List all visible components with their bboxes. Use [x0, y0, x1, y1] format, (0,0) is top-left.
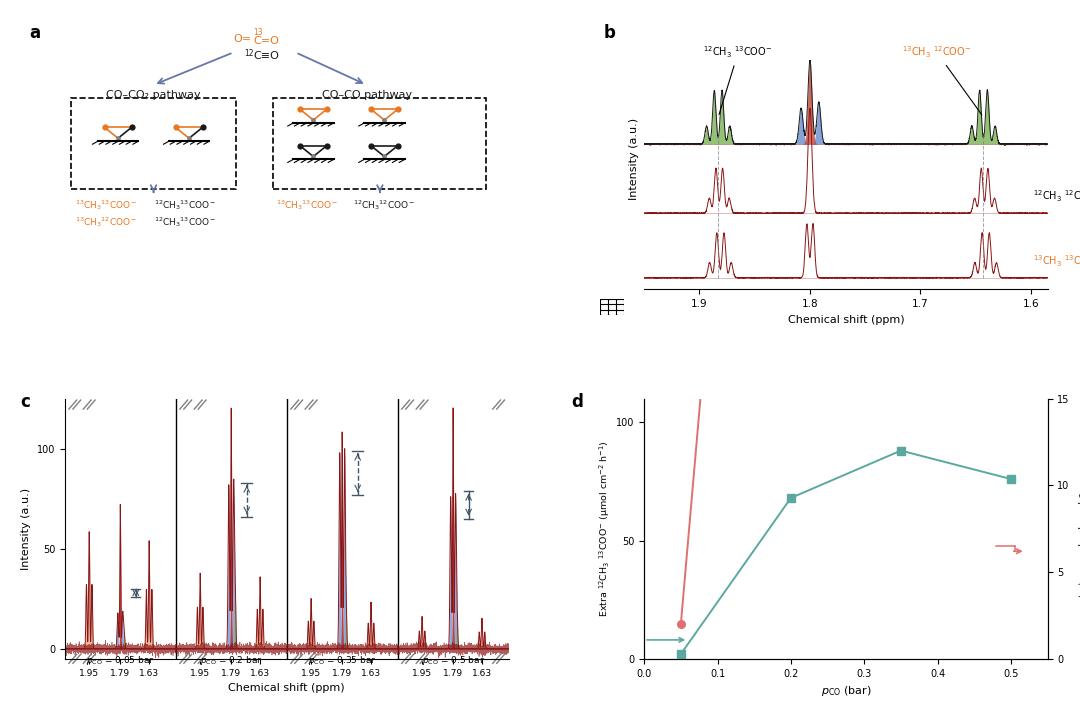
Text: C=O: C=O	[254, 35, 280, 46]
Y-axis label: Intensity (a.u.): Intensity (a.u.)	[22, 488, 31, 570]
Text: c: c	[21, 393, 30, 411]
Text: $p_{\rm CO}$ = 0.5 bar: $p_{\rm CO}$ = 0.5 bar	[421, 654, 485, 667]
Text: $^{13}$CH$_3$ $^{13}$COO$^{-}$: $^{13}$CH$_3$ $^{13}$COO$^{-}$	[1034, 253, 1080, 269]
Y-axis label: CO–CO$_2$ path proportion (%): CO–CO$_2$ path proportion (%)	[1076, 459, 1080, 598]
Text: 12: 12	[244, 49, 254, 58]
Text: 13: 13	[254, 28, 264, 38]
Text: $^{12}$CH$_3$ $^{13}$COO$^{-}$: $^{12}$CH$_3$ $^{13}$COO$^{-}$	[703, 45, 773, 114]
X-axis label: $p_{\rm CO}$ (bar): $p_{\rm CO}$ (bar)	[821, 684, 872, 698]
X-axis label: Chemical shift (ppm): Chemical shift (ppm)	[228, 683, 345, 693]
Text: $p_{\rm CO}$ = 0.35 bar: $p_{\rm CO}$ = 0.35 bar	[308, 654, 377, 667]
Text: $p_{\rm CO}$ = 0.05 bar: $p_{\rm CO}$ = 0.05 bar	[86, 654, 154, 667]
Text: C≡O: C≡O	[254, 51, 280, 62]
Text: $^{13}$CH$_3$$^{12}$COO$^-$: $^{13}$CH$_3$$^{12}$COO$^-$	[75, 215, 137, 229]
Text: $^{13}$CH$_3$$^{13}$COO$^-$: $^{13}$CH$_3$$^{13}$COO$^-$	[75, 198, 137, 212]
Text: $^{12}$CH$_3$$^{13}$COO$^-$: $^{12}$CH$_3$$^{13}$COO$^-$	[153, 198, 216, 212]
Text: O=: O=	[233, 34, 252, 44]
Text: CO–CO pathway: CO–CO pathway	[322, 90, 411, 100]
Text: $^{13}$CH$_3$ $^{12}$COO$^{-}$: $^{13}$CH$_3$ $^{12}$COO$^{-}$	[903, 45, 982, 115]
Text: $^{12}$CH$_3$$^{13}$COO$^-$: $^{12}$CH$_3$$^{13}$COO$^-$	[153, 215, 216, 229]
X-axis label: Chemical shift (ppm): Chemical shift (ppm)	[787, 314, 904, 324]
Text: CO–CO₂ pathway: CO–CO₂ pathway	[106, 90, 201, 100]
Text: $^{12}$CH$_3$$^{12}$COO$^-$: $^{12}$CH$_3$$^{12}$COO$^-$	[353, 198, 416, 212]
Text: $^{13}$CH$_3$$^{13}$COO$^-$: $^{13}$CH$_3$$^{13}$COO$^-$	[275, 198, 338, 212]
Text: d: d	[571, 393, 583, 411]
Text: a: a	[29, 24, 40, 42]
Text: $p_{\rm CO}$ = 0.2 bar: $p_{\rm CO}$ = 0.2 bar	[200, 654, 262, 667]
Text: b: b	[604, 24, 616, 42]
Y-axis label: Intensity (a.u.): Intensity (a.u.)	[629, 118, 638, 200]
Text: $^{12}$CH$_3$ $^{12}$COO$^{-}$: $^{12}$CH$_3$ $^{12}$COO$^{-}$	[1034, 188, 1080, 204]
Y-axis label: Extra $^{12}$CH$_3$ $^{13}$COO$^{-}$ (μmol cm$^{-2}$ h$^{-1}$): Extra $^{12}$CH$_3$ $^{13}$COO$^{-}$ (μm…	[597, 440, 612, 617]
